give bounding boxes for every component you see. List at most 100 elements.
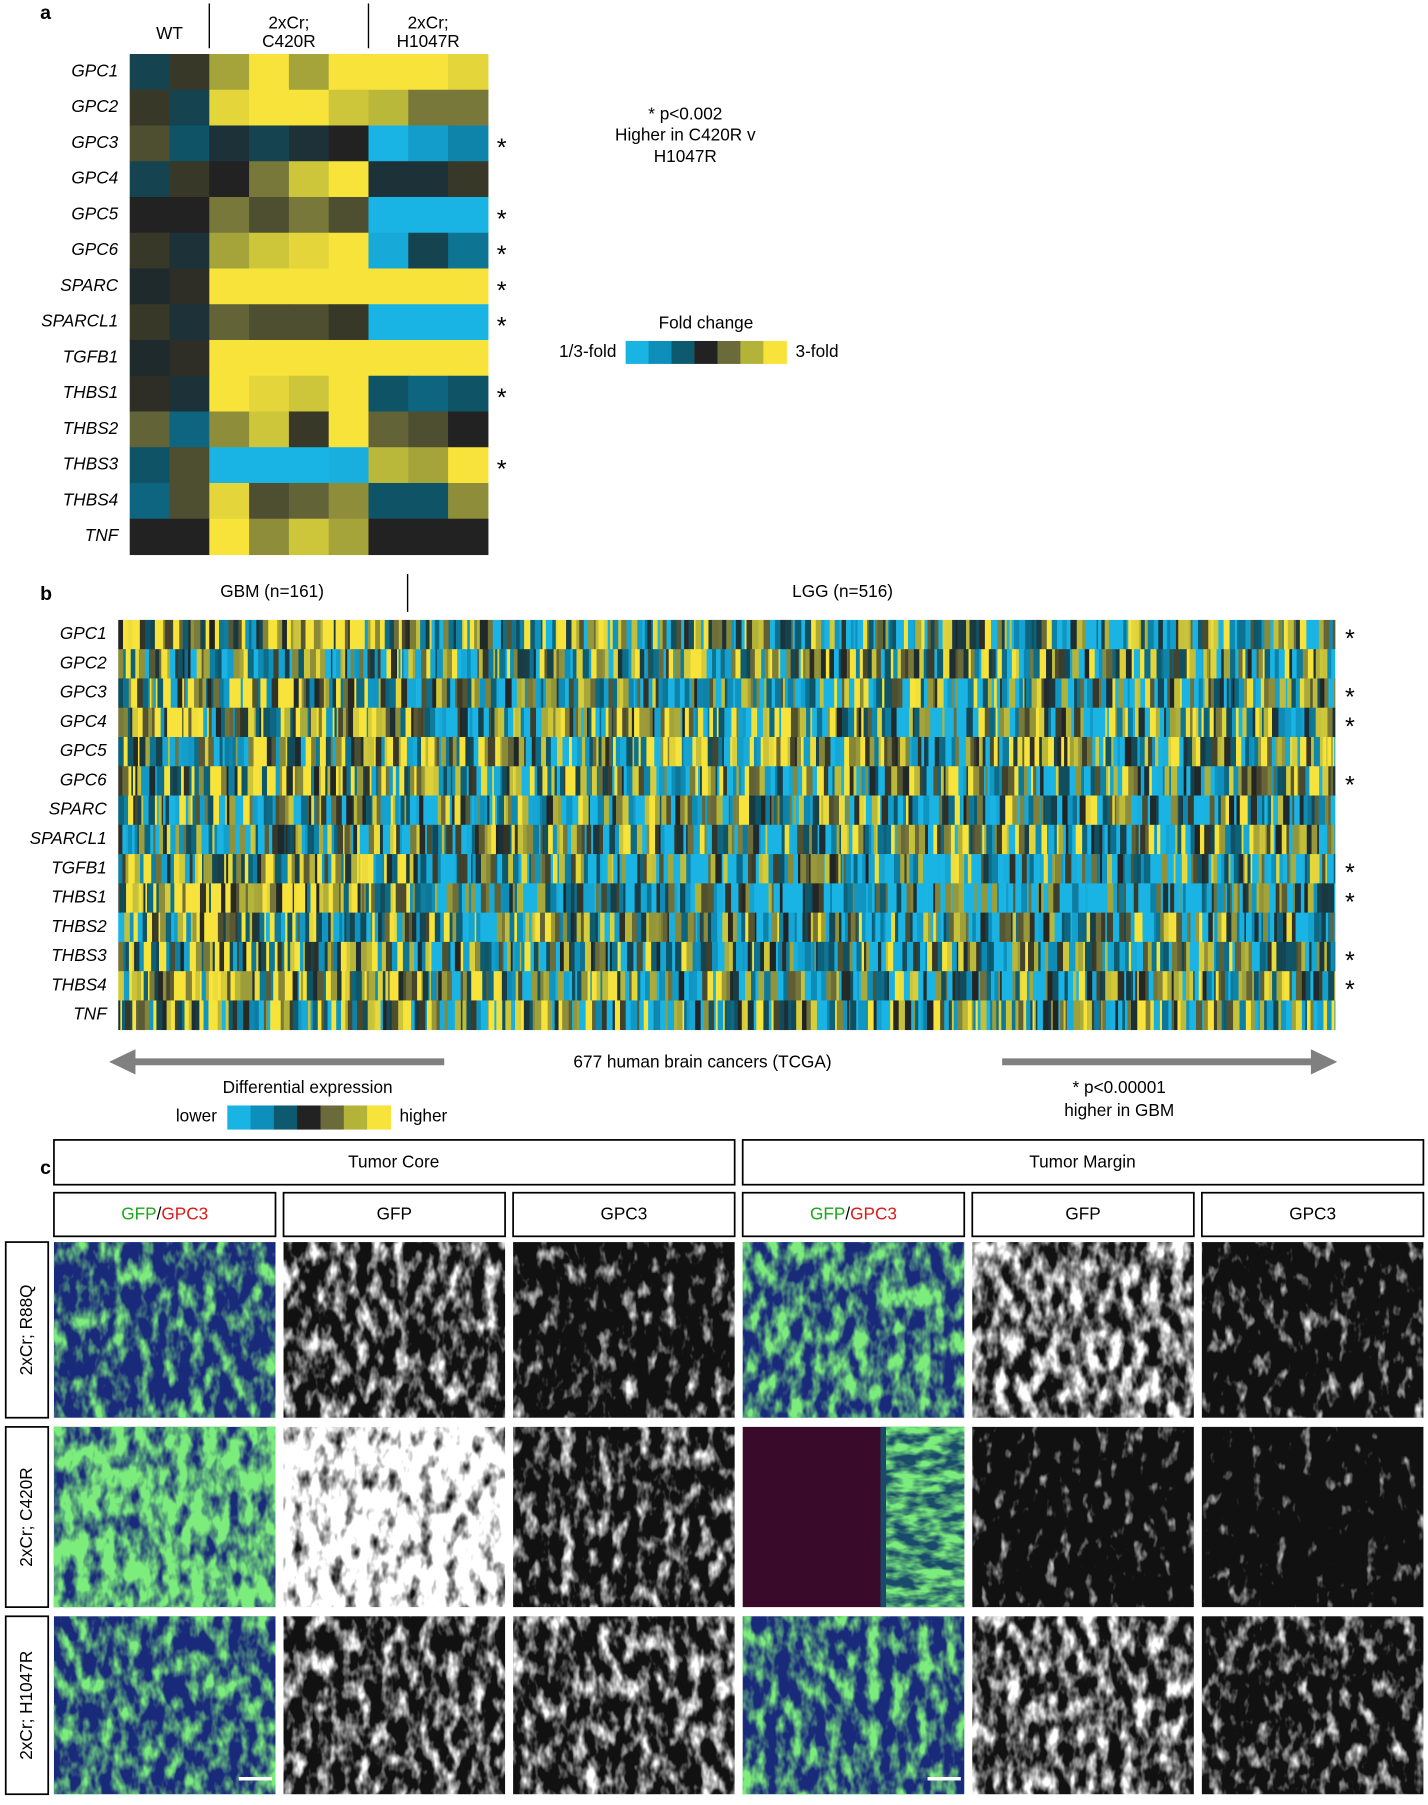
heatmap-stripe	[175, 737, 179, 767]
heatmap-stripe	[595, 942, 600, 972]
heatmap-stripe	[631, 1000, 638, 1030]
heatmap-stripe	[479, 649, 483, 679]
heatmap-stripe	[241, 678, 243, 708]
heatmap-stripe	[565, 766, 571, 796]
micrograph	[54, 1616, 276, 1794]
heatmap-stripe	[864, 796, 866, 826]
heatmap-stripe	[301, 796, 308, 826]
heatmap-stripe	[803, 913, 805, 943]
heatmap-stripe	[604, 620, 608, 650]
heatmap-stripe	[666, 649, 669, 679]
heatmap-stripe	[824, 942, 829, 972]
heatmap-stripe	[513, 942, 516, 972]
heatmap-stripe	[721, 649, 726, 679]
heatmap-stripe	[756, 883, 759, 913]
heatmap-stripe	[716, 649, 721, 679]
heatmap-stripe	[647, 854, 652, 884]
heatmap-stripe	[1334, 913, 1335, 943]
heatmap-cell	[408, 54, 448, 90]
heatmap-stripe	[924, 678, 927, 708]
heatmap-stripe	[632, 883, 635, 913]
heatmap-stripe	[798, 708, 800, 738]
heatmap-stripe	[287, 913, 292, 943]
heatmap-stripe	[1065, 854, 1072, 884]
heatmap-stripe	[362, 883, 365, 913]
heatmap-stripe	[1312, 796, 1315, 826]
heatmap-stripe	[1013, 971, 1016, 1001]
heatmap-stripe	[962, 825, 967, 855]
heatmap-stripe	[739, 796, 745, 826]
heatmap-stripe	[407, 678, 411, 708]
heatmap-stripe	[637, 913, 642, 943]
heatmap-stripe	[342, 737, 346, 767]
heatmap-stripe	[966, 796, 969, 826]
heatmap-stripe	[258, 883, 263, 913]
heatmap-stripe	[700, 825, 705, 855]
heatmap-stripe	[345, 620, 349, 650]
heatmap-stripe	[143, 766, 149, 796]
heatmap-cell	[130, 340, 170, 376]
heatmap-stripe	[219, 678, 224, 708]
heatmap-stripe	[1194, 678, 1199, 708]
heatmap-stripe	[1282, 825, 1285, 855]
heatmap-stripe	[695, 942, 701, 972]
heatmap-stripe	[256, 708, 260, 738]
heatmap-stripe	[1048, 971, 1053, 1001]
heatmap-stripe	[1183, 796, 1188, 826]
heatmap-stripe	[611, 883, 617, 913]
heatmap-stripe	[665, 883, 669, 913]
heatmap-stripe	[1022, 854, 1027, 884]
heatmap-stripe	[292, 913, 296, 943]
heatmap-stripe	[1049, 1000, 1052, 1030]
heatmap-stripe	[620, 678, 624, 708]
heatmap-stripe	[823, 1000, 827, 1030]
note: * p<0.002	[648, 103, 722, 123]
heatmap-stripe	[947, 620, 953, 650]
heatmap-stripe	[1264, 796, 1268, 826]
heatmap-stripe	[1007, 971, 1013, 1001]
heatmap-stripe	[1313, 649, 1316, 679]
heatmap-stripe	[1140, 678, 1145, 708]
heatmap-stripe	[214, 766, 219, 796]
heatmap-stripe	[1314, 913, 1319, 943]
heatmap-stripe	[888, 796, 894, 826]
heatmap-stripe	[437, 1000, 441, 1030]
heatmap-stripe	[620, 854, 623, 884]
heatmap-cell	[289, 340, 329, 376]
heatmap-stripe	[557, 825, 560, 855]
heatmap-stripe	[389, 766, 393, 796]
heatmap-stripe	[162, 737, 168, 767]
heatmap-stripe	[1155, 737, 1158, 767]
heatmap-cell	[368, 411, 408, 447]
heatmap-stripe	[438, 854, 441, 884]
heatmap-stripe	[675, 766, 681, 796]
heatmap-stripe	[830, 708, 836, 738]
heatmap-stripe	[753, 825, 759, 855]
heatmap-stripe	[1299, 766, 1306, 796]
heatmap-stripe	[888, 883, 893, 913]
heatmap-stripe	[723, 766, 727, 796]
heatmap-stripe	[1253, 825, 1259, 855]
heatmap-stripe	[1068, 825, 1072, 855]
heatmap-stripe	[1036, 708, 1040, 738]
heatmap-stripe	[499, 796, 504, 826]
heatmap-stripe	[1177, 766, 1184, 796]
heatmap-stripe	[755, 649, 762, 679]
heatmap-stripe	[359, 649, 363, 679]
heatmap-stripe	[949, 913, 954, 943]
heatmap-stripe	[886, 942, 888, 972]
legend-swatch	[251, 1105, 275, 1129]
heatmap-stripe	[1056, 766, 1059, 796]
heatmap-stripe	[1055, 913, 1059, 943]
heatmap-stripe	[945, 883, 951, 913]
gene-label: GPC1	[60, 623, 107, 643]
heatmap-stripe	[420, 620, 426, 650]
heatmap-stripe	[320, 649, 325, 679]
heatmap-stripe	[1090, 708, 1093, 738]
heatmap-stripe	[1019, 620, 1025, 650]
heatmap-stripe	[1164, 913, 1169, 943]
heatmap-stripe	[578, 708, 582, 738]
heatmap-stripe	[1174, 913, 1177, 943]
heatmap-stripe	[1187, 854, 1191, 884]
heatmap-stripe	[721, 678, 725, 708]
